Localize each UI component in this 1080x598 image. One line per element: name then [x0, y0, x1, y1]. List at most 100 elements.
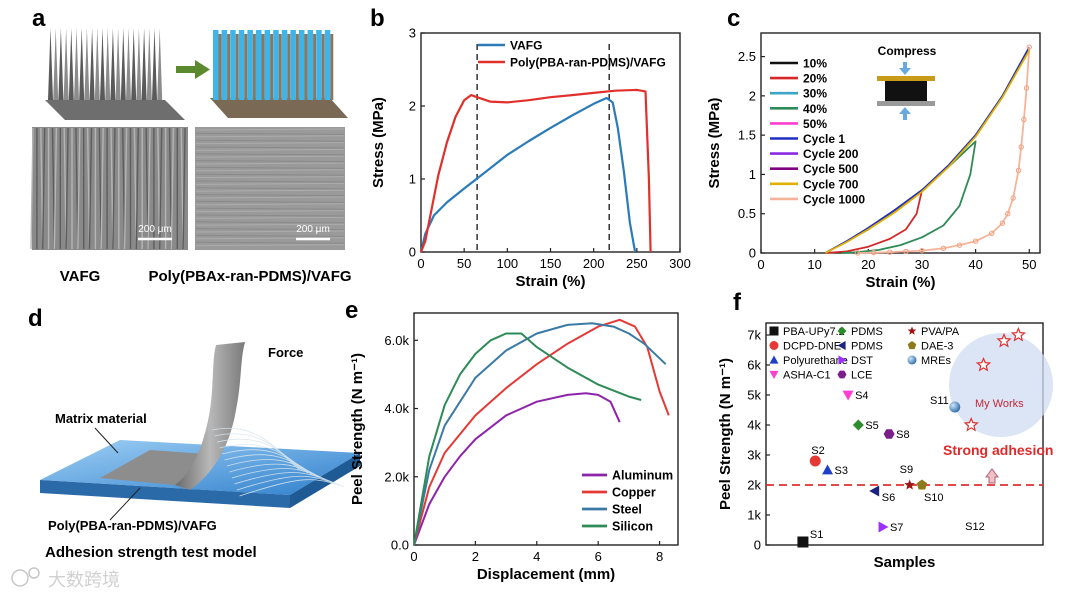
- y-tick-label: 0: [754, 538, 761, 553]
- arrow-up-icon: [985, 468, 999, 484]
- cycle-marker: [1026, 44, 1032, 50]
- y-tick-label: 2: [409, 99, 416, 114]
- y-tick-label: 2.5: [738, 49, 756, 64]
- data-point-s3: [822, 464, 834, 475]
- y-tick-label: 2k: [747, 478, 761, 493]
- model-caption: Adhesion strength test model: [45, 544, 257, 561]
- cycle-marker: [1023, 85, 1030, 91]
- data-label-s6: S6: [882, 492, 895, 504]
- x-tick-label: 0: [410, 549, 417, 564]
- data-label-s8: S8: [896, 429, 909, 441]
- legend-label: LCE: [851, 370, 872, 382]
- watermark-logo-icon: [11, 569, 29, 587]
- legend-label: 10%: [803, 57, 827, 71]
- compress-inset-illustration: Compress: [877, 44, 937, 120]
- x-axis-label: Strain (%): [515, 273, 585, 290]
- x-tick-label: 50: [457, 256, 471, 271]
- caption-vafg: VAFG: [60, 268, 101, 285]
- y-axis-label: Peel Strength (N m⁻¹): [349, 353, 366, 505]
- series-line-0: [413, 392, 621, 546]
- compress-label: Compress: [878, 44, 937, 58]
- legend-marker: [838, 355, 847, 365]
- data-point-s4: [842, 390, 854, 401]
- legend-label: 30%: [803, 87, 827, 101]
- my-works-point: [1010, 326, 1027, 342]
- cycle-marker: [956, 242, 963, 248]
- plot-frame: [765, 322, 1044, 546]
- chart-e: e 0 2 4 6 8 0.0 2.0k 4.0k 6.0k Displacement (mm) P…: [345, 297, 679, 583]
- y-tick-label: 2: [749, 88, 756, 103]
- data-label-s1: S1: [810, 529, 823, 541]
- panel-f-label: f: [733, 289, 742, 316]
- x-tick-label: 250: [626, 256, 648, 271]
- adhesion-model-illustration: [40, 342, 360, 508]
- legend-marker: [769, 326, 779, 336]
- panel-d: d Force Matrix material Poly(PBA-ran-PDM…: [28, 305, 360, 561]
- legend-label: Copper: [612, 486, 656, 500]
- data-point-s6: [869, 485, 880, 497]
- legend-label: 50%: [803, 117, 827, 131]
- y-tick-label: 3: [409, 26, 416, 41]
- legend-label: ASHA-C1: [783, 370, 831, 382]
- cycle-marker: [854, 250, 861, 256]
- cycle-marker: [919, 247, 925, 254]
- x-axis-label: Displacement (mm): [477, 566, 615, 583]
- y-tick-label: 1.5: [738, 128, 756, 143]
- y-tick-label: 0.5: [738, 206, 756, 221]
- sem-image-composite: 200 μm: [195, 127, 345, 250]
- legend-label: 40%: [803, 102, 827, 116]
- x-tick-label: 0: [757, 257, 764, 272]
- y-tick-label: 5k: [747, 388, 761, 403]
- data-label-s11: S11: [930, 395, 949, 407]
- my-works-highlight: [949, 333, 1053, 438]
- panel-c-label: c: [727, 5, 740, 32]
- data-point-s7: [878, 521, 889, 533]
- legend-label: Silicon: [612, 520, 653, 534]
- x-tick-label: 2: [472, 549, 479, 564]
- data-label-s5: S5: [865, 420, 878, 432]
- data-point-s8: [883, 429, 895, 439]
- y-tick-label: 4k: [747, 418, 761, 433]
- y-axis-label: Stress (MPa): [370, 97, 387, 188]
- x-tick-label: 50: [1022, 257, 1036, 272]
- chart-f: f 0 1k 2k 3k 4k 5k 6k 7k Samples Peel Strength (N…: [717, 289, 1053, 571]
- x-tick-label: 300: [669, 256, 691, 271]
- series-line-3: [413, 332, 642, 546]
- sem-image-vafg: 200 μm: [30, 127, 188, 250]
- x-tick-label: 20: [861, 257, 875, 272]
- cycle-marker: [940, 245, 947, 251]
- legend-label: Poly(PBA-ran-PDMS)/VAFG: [510, 56, 666, 70]
- cycle-marker: [1015, 167, 1022, 174]
- y-tick-label: 2.0k: [384, 469, 409, 484]
- legend-marker: [907, 341, 917, 350]
- data-label-s10: S10: [924, 492, 944, 504]
- arrow-up-icon: [899, 107, 911, 114]
- cycle-marker: [870, 249, 877, 256]
- matrix-label: Matrix material: [55, 411, 147, 426]
- series-line-2: [413, 322, 667, 546]
- x-tick-label: 30: [915, 257, 929, 272]
- y-tick-label: 6k: [747, 358, 761, 373]
- data-label-s12: S12: [965, 521, 985, 533]
- x-axis-label: Strain (%): [865, 274, 935, 291]
- chart-b: b 0 50 100 150 200 250 300 0 1 2 3 Strain (%) Stress…: [370, 5, 691, 290]
- series-line-1: [419, 88, 652, 253]
- panel-b-label: b: [370, 5, 385, 32]
- legend-marker: [907, 326, 917, 335]
- scale-bar-left-label: 200 μm: [138, 224, 172, 235]
- x-tick-label: 200: [583, 256, 605, 271]
- panel-a: a 200 μm 200 μm VAFG Poly(: [30, 5, 352, 285]
- y-tick-label: 1: [749, 167, 756, 182]
- data-label-s9: S9: [900, 464, 913, 476]
- cycle-marker: [972, 238, 979, 244]
- data-label-s2: S2: [811, 445, 824, 457]
- plot-frame: [760, 32, 1041, 254]
- cycle-curve-4: [824, 49, 1031, 254]
- vafg-3d-model: [45, 28, 185, 120]
- legend-label: Cycle 700: [803, 177, 859, 191]
- legend-label: Polyurethane: [783, 355, 848, 367]
- legend-marker: [907, 355, 917, 365]
- y-tick-label: 3k: [747, 448, 761, 463]
- y-axis-label: Stress (MPa): [706, 98, 723, 189]
- y-tick-label: 4.0k: [384, 401, 409, 416]
